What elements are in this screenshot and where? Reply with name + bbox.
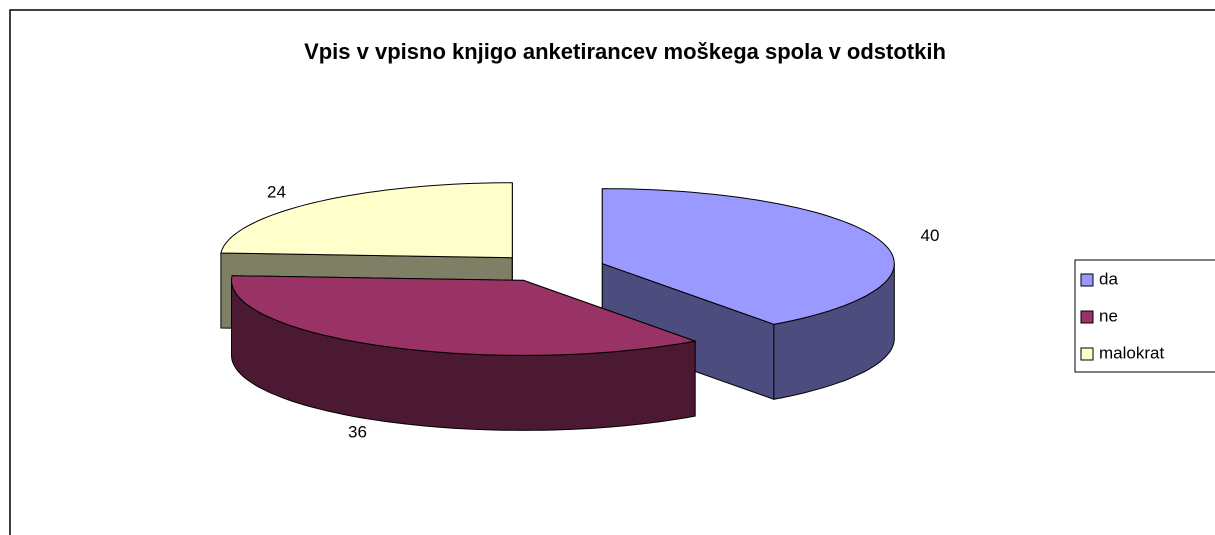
- legend-label: malokrat: [1099, 343, 1164, 362]
- slice: [220, 182, 513, 259]
- slice: [601, 188, 895, 325]
- legend-swatch: [1080, 310, 1094, 324]
- legend-box: [1074, 259, 1215, 373]
- legend-swatch: [1080, 273, 1094, 287]
- legend-label: ne: [1099, 306, 1118, 325]
- legend-label: da: [1099, 269, 1118, 288]
- data-label: 24: [267, 183, 286, 202]
- legend-swatch: [1080, 347, 1094, 361]
- data-label: 40: [921, 226, 940, 245]
- chart-title: Vpis v vpisno knjigo anketirancev moškeg…: [304, 39, 946, 64]
- data-label: 36: [348, 422, 367, 441]
- slice: [230, 275, 698, 356]
